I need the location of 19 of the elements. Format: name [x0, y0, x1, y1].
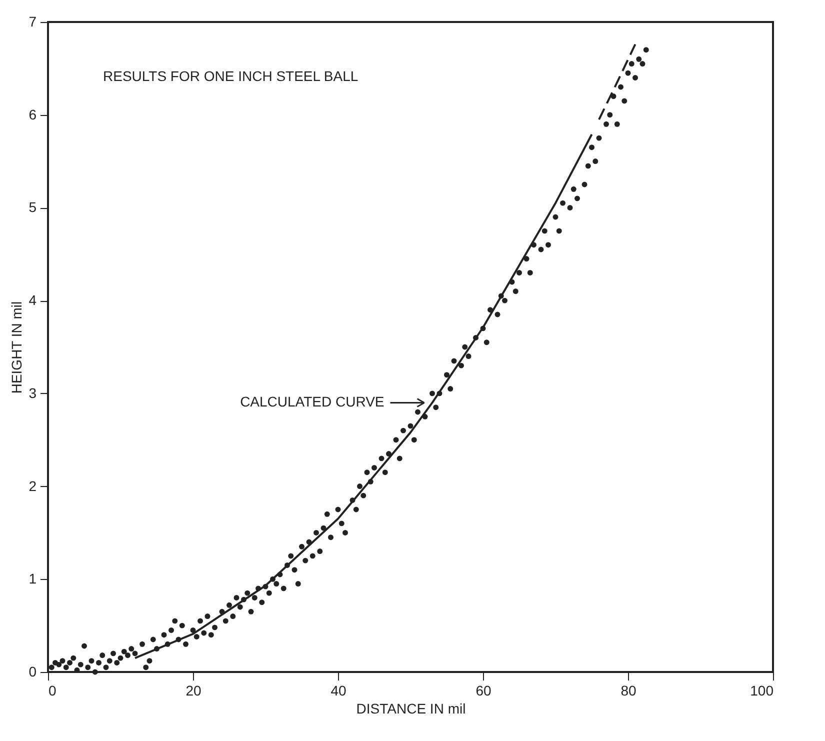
x-tick-label: 40: [330, 682, 346, 698]
y-tick-label: 1: [28, 570, 37, 587]
y-tick-label: 3: [28, 384, 37, 401]
x-tick-label: 80: [620, 682, 636, 698]
y-tick-label: 7: [28, 14, 37, 30]
x-axis-title: DISTANCE IN mil: [356, 700, 466, 716]
y-tick-label: 0: [28, 664, 37, 680]
x-tick-label: 60: [476, 682, 492, 698]
y-tick-label: 6: [28, 106, 37, 122]
line-series: [134, 133, 593, 660]
x-tick-label: 100: [750, 682, 774, 698]
x-tick-label: 20: [186, 682, 202, 698]
y-tick-label: 2: [28, 478, 37, 494]
annotation: RESULTS FOR ONE INCH STEEL BALL: [103, 68, 358, 84]
y-tick-label: 4: [28, 292, 37, 308]
y-tick-label: 5: [28, 199, 37, 216]
y-axis-title: HEIGHT IN mil: [8, 301, 25, 394]
x-tick-label: 0: [48, 682, 56, 698]
legend-label: CALCULATED CURVE: [240, 394, 384, 410]
